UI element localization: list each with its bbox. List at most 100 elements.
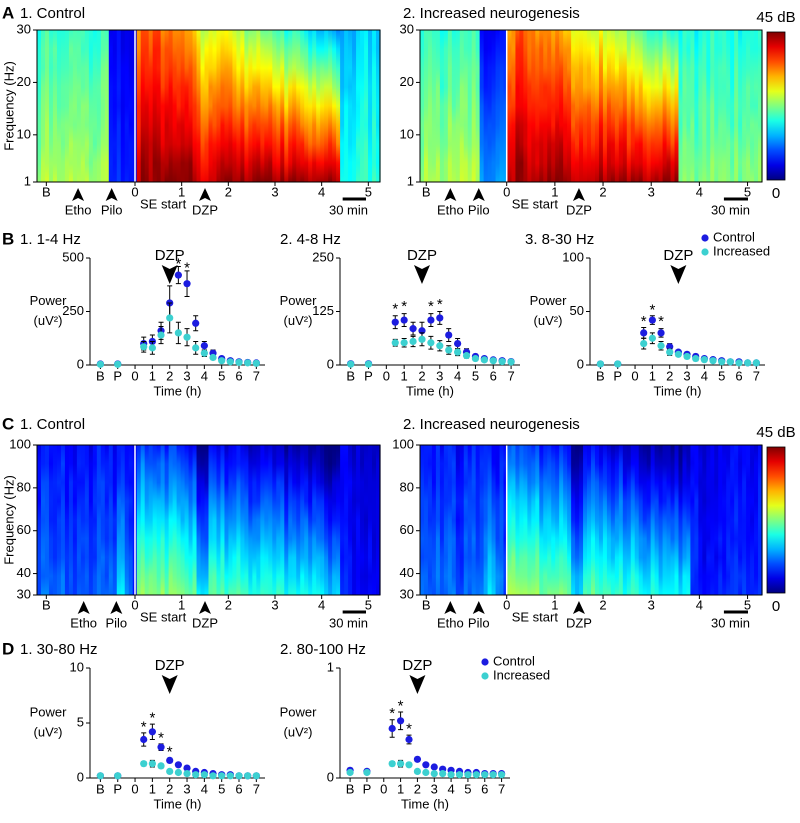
spectrogram-strip <box>519 445 524 595</box>
spectrogram-strip <box>168 30 174 182</box>
x-tick-label: 1 <box>397 781 404 796</box>
data-point <box>96 772 104 780</box>
spectrogram-strip <box>44 30 50 182</box>
x-tick-label: 3 <box>183 368 190 383</box>
spectrogram-strip <box>288 30 293 182</box>
data-point <box>396 760 405 768</box>
annotation-label: Pilo <box>468 615 490 630</box>
spectrogram-strip <box>499 30 505 182</box>
spectrogram-strip <box>630 445 636 595</box>
spectrogram-strip <box>420 30 425 182</box>
spectrogram-strip <box>128 445 134 595</box>
spectrogram-strip <box>172 30 178 182</box>
spectrogram-strip <box>300 445 305 595</box>
panel-letter: B <box>2 229 14 248</box>
y-tick-label: 80 <box>17 479 31 494</box>
spectrogram-strip <box>467 30 473 182</box>
y-axis-label: (uV²) <box>34 313 63 328</box>
data-point <box>692 354 700 363</box>
spectrogram-strip <box>742 30 747 182</box>
spectrogram-strip <box>463 30 469 182</box>
spectrogram-strip <box>324 445 329 595</box>
data-point <box>157 762 165 770</box>
spectrogram-strip <box>148 30 154 182</box>
annotation-arrow <box>572 601 585 614</box>
spectrogram-strip <box>435 445 441 595</box>
spectrogram-strip <box>738 30 743 182</box>
x-tick-label: P <box>363 781 372 796</box>
spectrogram-strip <box>352 445 357 595</box>
data-point <box>391 318 399 326</box>
spectrogram-strip <box>160 445 166 595</box>
colorbar <box>766 31 786 181</box>
spectrogram-strip <box>184 445 190 595</box>
x-tick-label: 0 <box>380 781 387 796</box>
y-tick-label: 100 <box>562 249 584 264</box>
spectrogram-strip <box>296 445 301 595</box>
annotation-label: DZP <box>192 615 218 630</box>
annotation-label: DZP <box>566 202 592 217</box>
significance-marker: * <box>406 721 412 738</box>
x-tick-label: 3 <box>436 368 443 383</box>
spectrogram-strip <box>80 445 86 595</box>
spectrogram-strip <box>204 30 210 182</box>
spectrogram-strip <box>376 30 381 182</box>
spectrogram-strip <box>236 30 242 182</box>
spectrogram-strip <box>658 30 664 182</box>
spectrogram-strip <box>650 445 656 595</box>
x-tick-label: 4 <box>696 184 703 199</box>
spectrogram-strip <box>336 445 341 595</box>
spectrogram-strip <box>515 445 521 595</box>
data-point <box>148 728 156 736</box>
spectrogram-strip <box>754 30 759 182</box>
y-tick-label: 0 <box>327 356 334 371</box>
spectrogram-strip <box>52 30 58 182</box>
x-tick-label: 7 <box>253 781 260 796</box>
data-point <box>140 343 148 351</box>
spectrogram-strip <box>192 445 198 595</box>
x-tick-label: 1 <box>551 184 558 199</box>
significance-marker: * <box>649 301 655 318</box>
significance-marker: * <box>184 260 190 277</box>
x-tick-label: 5 <box>365 184 372 199</box>
spectrogram-strip <box>192 30 198 182</box>
x-tick-label: 2 <box>166 368 173 383</box>
data-point <box>183 764 191 772</box>
plot-frame <box>36 444 381 596</box>
spectrogram-strip <box>503 445 509 595</box>
spectrogram-strip <box>598 30 604 182</box>
spectrogram-strip <box>176 30 182 182</box>
x-tick-label: 4 <box>318 597 325 612</box>
x-tick-label: 7 <box>253 368 260 383</box>
legend-label: Control <box>713 229 755 244</box>
spectrogram-strip <box>427 445 433 595</box>
spectrogram-strip <box>268 30 273 182</box>
spectrogram-strip <box>37 445 42 595</box>
data-point <box>666 348 674 356</box>
spectrogram-strip <box>212 445 218 595</box>
x-tick-label: 5 <box>718 368 725 383</box>
x-tick-label: 2 <box>599 597 606 612</box>
data-point <box>413 755 422 763</box>
spectrogram-strip <box>372 445 377 595</box>
legend-marker <box>481 672 489 680</box>
spectrogram-strip <box>443 445 449 595</box>
data-point <box>400 339 408 347</box>
spectrogram-strip <box>124 30 130 182</box>
scale-bar-label: 30 min <box>329 615 368 630</box>
spectrogram-strip <box>236 445 242 595</box>
x-axis-label: Time (h) <box>401 796 449 811</box>
spectrogram-strip <box>626 30 632 182</box>
spectrogram-strip <box>112 445 118 595</box>
annotation-label: Etho <box>437 615 464 630</box>
spectrogram-strip <box>591 30 596 182</box>
spectrogram-strip <box>252 445 257 595</box>
spectrogram-strip <box>40 445 46 595</box>
x-tick-label: 2 <box>225 597 232 612</box>
spectrogram-strip <box>682 445 688 595</box>
data-point <box>235 358 243 367</box>
y-tick-label: 20 <box>17 74 31 89</box>
spectrogram-strip <box>120 30 126 182</box>
data-point <box>200 771 208 779</box>
data-point <box>726 358 734 366</box>
